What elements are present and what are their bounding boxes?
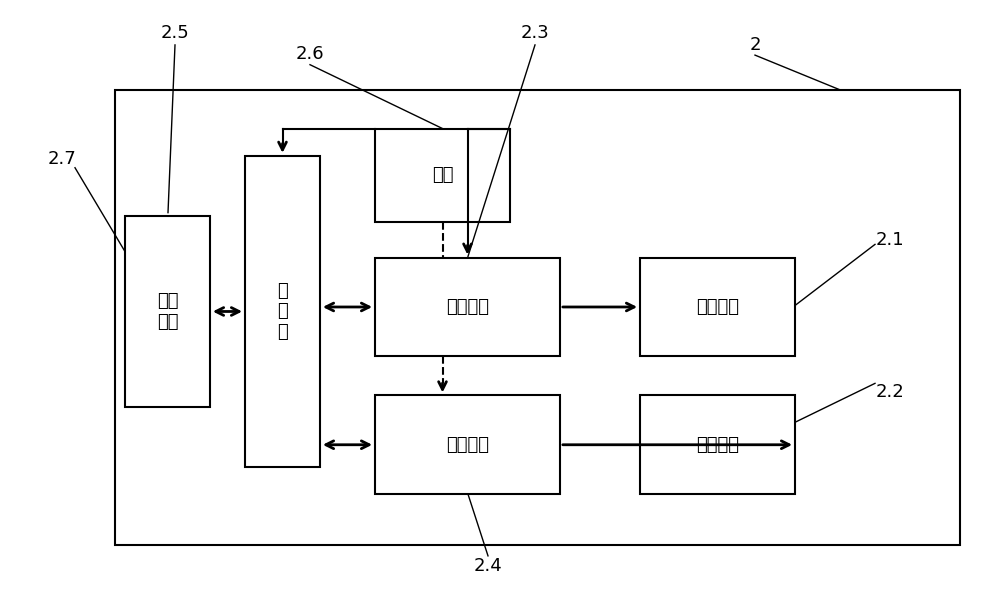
Text: 2.2: 2.2 bbox=[876, 383, 904, 401]
Text: 探头
网口: 探头 网口 bbox=[157, 292, 178, 331]
Bar bbox=[375, 129, 510, 222]
Text: 2: 2 bbox=[749, 36, 761, 54]
Bar bbox=[375, 395, 560, 494]
Bar bbox=[125, 216, 210, 407]
Text: 2.1: 2.1 bbox=[876, 231, 904, 249]
Bar bbox=[640, 258, 795, 356]
Text: 发射线圈: 发射线圈 bbox=[696, 298, 739, 316]
Bar bbox=[375, 258, 560, 356]
Text: 单
片
机: 单 片 机 bbox=[277, 282, 288, 341]
Text: 接收线圈: 接收线圈 bbox=[696, 435, 739, 454]
Text: 接收电路: 接收电路 bbox=[446, 435, 489, 454]
Text: 2.7: 2.7 bbox=[48, 150, 76, 168]
Text: 2.4: 2.4 bbox=[474, 557, 502, 575]
Bar bbox=[115, 90, 960, 545]
Bar bbox=[245, 156, 320, 467]
Text: 2.3: 2.3 bbox=[521, 24, 549, 42]
Text: 电池: 电池 bbox=[432, 166, 453, 184]
Text: 2.6: 2.6 bbox=[296, 45, 324, 63]
Text: 2.5: 2.5 bbox=[161, 24, 189, 42]
Bar bbox=[640, 395, 795, 494]
Text: 发射电路: 发射电路 bbox=[446, 298, 489, 316]
